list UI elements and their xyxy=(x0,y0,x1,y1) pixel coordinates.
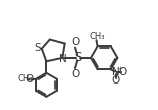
Text: S: S xyxy=(75,51,82,64)
Text: CH₃: CH₃ xyxy=(89,32,105,41)
Text: S: S xyxy=(34,43,41,53)
Text: O: O xyxy=(71,69,79,79)
Text: N: N xyxy=(112,67,120,77)
Text: O: O xyxy=(118,67,127,77)
Text: N: N xyxy=(59,54,67,64)
Text: O: O xyxy=(25,74,33,84)
Text: −: − xyxy=(112,81,118,87)
Text: O: O xyxy=(71,37,79,47)
Text: CH₃: CH₃ xyxy=(17,74,33,83)
Text: O: O xyxy=(112,75,120,85)
Text: +: + xyxy=(117,66,122,71)
